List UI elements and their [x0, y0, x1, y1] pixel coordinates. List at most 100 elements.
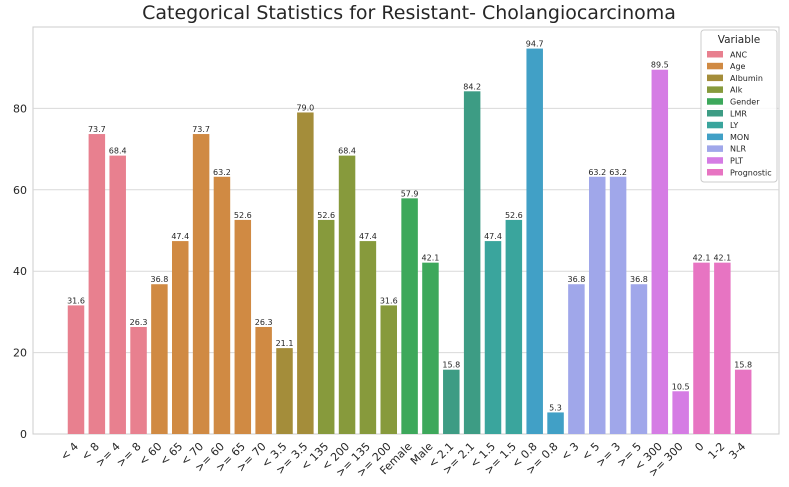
data-label: 15.8: [442, 361, 460, 370]
bar: [568, 284, 585, 434]
bar: [630, 284, 648, 434]
bar: [297, 112, 314, 434]
data-label: 89.5: [651, 61, 669, 70]
legend-entry: PLT: [730, 157, 743, 166]
data-label: 26.3: [130, 318, 148, 327]
bar: [172, 241, 189, 434]
bar: [234, 219, 252, 434]
data-label: 5.3: [549, 403, 562, 412]
x-axis-ticks: < 4< 8>= 4>= 8< 60< 65< 70>= 60>= 65>= 7…: [58, 440, 748, 480]
legend-entry: Gender: [730, 98, 760, 107]
legend-entry: Albumin: [730, 74, 763, 83]
bars: [67, 48, 752, 435]
bar: [443, 369, 460, 434]
data-label: 94.7: [526, 40, 544, 49]
bar: [463, 91, 481, 434]
data-label: 10.5: [672, 382, 690, 391]
bar: [526, 48, 543, 435]
y-tick-label: 20: [13, 347, 27, 360]
legend-swatch: [707, 51, 723, 58]
bar: [609, 176, 627, 434]
bar: [67, 305, 85, 434]
bar: [401, 198, 418, 434]
data-label: 47.4: [359, 232, 377, 241]
legend-entry: Alk: [730, 86, 743, 95]
data-label: 47.4: [171, 232, 189, 241]
legend-swatch: [707, 74, 723, 82]
legend-swatch: [707, 62, 723, 70]
data-label: 63.2: [588, 168, 606, 177]
bar: [714, 262, 731, 434]
y-tick-label: 40: [13, 265, 27, 278]
legend-entry: MON: [730, 133, 749, 142]
legend-swatch: [707, 169, 723, 176]
y-tick-label: 80: [13, 102, 27, 115]
x-tick-label: < 4: [58, 440, 81, 463]
data-label: 68.4: [109, 147, 127, 156]
data-label: 52.6: [317, 211, 335, 220]
bar: [672, 391, 689, 434]
bar: [151, 284, 168, 434]
legend-swatch: [707, 86, 723, 93]
data-label: 79.0: [296, 103, 314, 112]
bar: [109, 155, 126, 434]
x-tick-label: 0: [692, 440, 706, 454]
data-label: 21.1: [276, 339, 294, 348]
data-label: 57.9: [401, 189, 419, 198]
data-label: 26.3: [255, 318, 273, 327]
data-label: 73.7: [88, 125, 106, 134]
x-tick-label: 1-2: [706, 440, 728, 462]
data-label: 36.8: [630, 275, 648, 284]
data-label: 52.6: [505, 211, 523, 220]
data-label: 63.2: [213, 168, 231, 177]
legend-entry: Age: [730, 62, 746, 71]
data-label: 52.6: [234, 211, 252, 220]
data-label: 73.7: [192, 125, 210, 134]
chart-title: Categorical Statistics for Resistant- Ch…: [142, 2, 676, 24]
data-label: 84.2: [463, 82, 481, 91]
data-label: 42.1: [422, 254, 440, 263]
value-labels: 31.6 73.7 68.4 26.3 36.8 47.4 73.7 63.2 52.6 26.3…: [67, 40, 752, 413]
data-label: 47.4: [484, 232, 502, 241]
bar: [589, 176, 606, 434]
x-tick-label: < 65: [157, 440, 185, 468]
legend-swatch: [707, 145, 723, 152]
bar: [317, 219, 335, 434]
bar: [734, 369, 752, 434]
legend-entry: Prognostic: [730, 168, 772, 177]
data-label: 42.1: [693, 254, 711, 263]
legend-swatch: [707, 157, 723, 164]
bar: [484, 241, 502, 434]
legend-entry: LY: [730, 121, 738, 130]
bar: [380, 305, 397, 434]
bar: [422, 262, 439, 434]
data-label: 31.6: [380, 296, 398, 305]
data-label: 63.2: [609, 168, 627, 177]
x-tick-label: < 60: [136, 440, 164, 468]
legend-swatch: [707, 110, 723, 117]
legend-entry: NLR: [730, 145, 746, 154]
bar: [338, 155, 356, 434]
bar: [213, 176, 231, 434]
legend-title: Variable: [718, 34, 761, 46]
legend-swatch: [707, 133, 723, 141]
y-axis-ticks: 0 20 40 60 80: [13, 102, 27, 441]
bar: [255, 326, 272, 434]
data-label: 36.8: [150, 275, 168, 284]
bar: [276, 348, 293, 434]
data-label: 68.4: [338, 147, 356, 156]
x-tick-label: < 3: [558, 440, 581, 463]
legend-entry: LMR: [730, 109, 747, 118]
bar: [547, 412, 564, 434]
legend: Variable ANC Age Albumin Alk Gender LMR LY MON N…: [700, 29, 778, 183]
bar: [192, 134, 210, 434]
y-tick-label: 0: [20, 428, 27, 441]
legend-swatch: [707, 98, 723, 105]
data-label: 31.6: [67, 296, 85, 305]
bar: [130, 326, 147, 434]
bar: [88, 134, 106, 434]
data-label: 15.8: [734, 361, 752, 370]
x-tick-label: 3-4: [726, 440, 748, 462]
